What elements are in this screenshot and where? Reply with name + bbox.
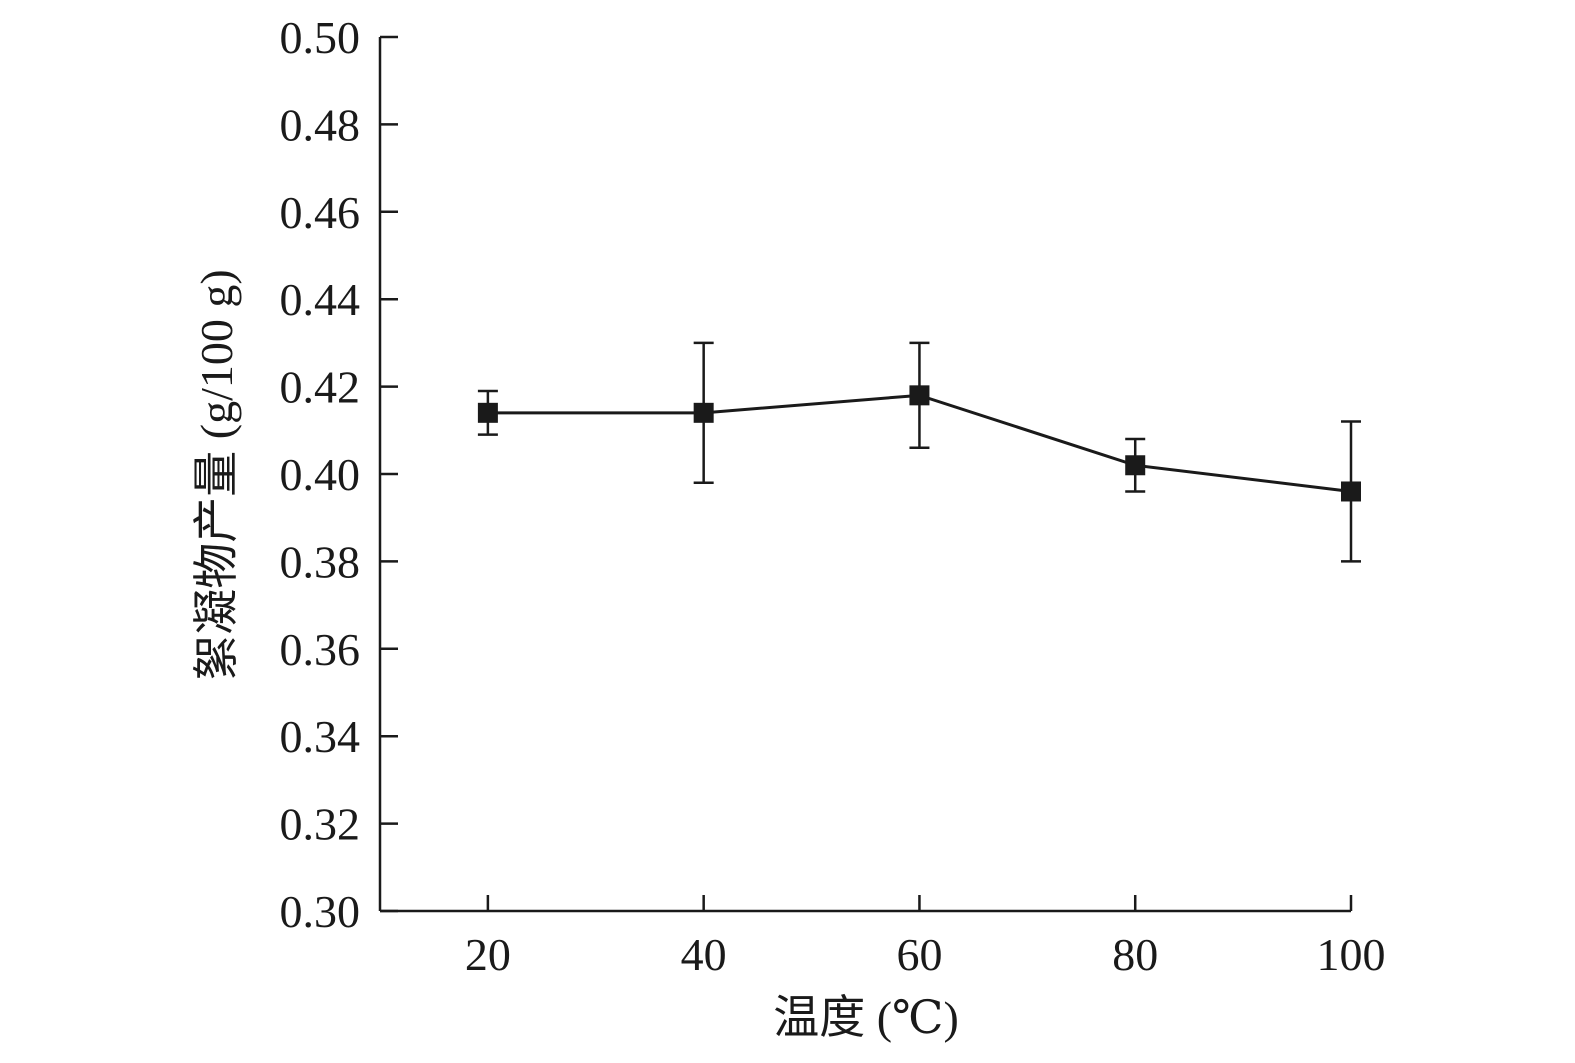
data-point-square xyxy=(1341,481,1361,502)
y-tick-label: 0.38 xyxy=(280,536,361,587)
y-tick-label: 0.40 xyxy=(280,449,361,500)
y-tick-label: 0.36 xyxy=(280,624,361,675)
data-point-square xyxy=(693,402,714,423)
y-tick-label: 0.48 xyxy=(280,99,361,150)
x-tick-label: 100 xyxy=(1317,929,1386,980)
series xyxy=(477,341,1361,563)
y-tick-label: 0.44 xyxy=(280,274,361,325)
x-tick-label: 60 xyxy=(896,929,942,980)
x-tick-label: 20 xyxy=(465,929,511,980)
x-tick-label: 40 xyxy=(681,929,727,980)
x-tick-label: 80 xyxy=(1112,929,1158,980)
y-tick-label: 0.42 xyxy=(280,362,361,413)
y-tick-label: 0.30 xyxy=(280,886,361,937)
x-axis-label: 温度 (℃) xyxy=(773,992,959,1043)
y-tick-label: 0.34 xyxy=(280,711,361,762)
y-tick-label: 0.46 xyxy=(280,187,361,238)
data-point-square xyxy=(477,402,498,423)
y-axis-label: 絮凝物产量 (g/100 g) xyxy=(191,269,242,680)
axes: 0.30 0.32 0.34 0.36 0.38 0.40 0.42 0.44 0.46 0.48… xyxy=(280,12,1386,980)
data-point-square xyxy=(1125,455,1146,476)
y-tick-label: 0.50 xyxy=(280,12,361,63)
y-tick-label: 0.32 xyxy=(280,799,361,850)
data-point-square xyxy=(909,385,930,406)
